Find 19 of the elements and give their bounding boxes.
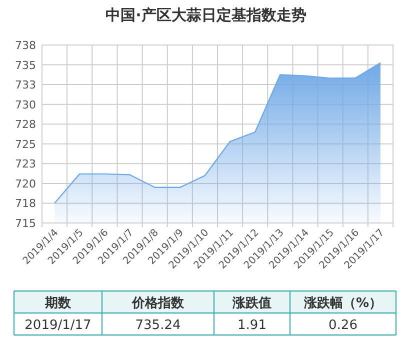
- y-tick-label: 715: [15, 217, 36, 230]
- text: 0.26: [328, 318, 358, 333]
- y-tick-label: 733: [15, 78, 36, 92]
- text: 涨跌值: [232, 296, 272, 311]
- y-tick-label: 718: [15, 197, 36, 210]
- text: 735.24: [135, 318, 181, 333]
- y-tick-label: 723: [15, 158, 36, 171]
- text: 价格指数: [131, 296, 185, 311]
- text: 2019/1/17: [24, 318, 92, 333]
- y-tick-label: 730: [15, 98, 36, 112]
- y-tick-label: 728: [15, 118, 36, 132]
- y-tick-label: 720: [15, 177, 36, 190]
- chart-title: 中国·产区大蒜日定基指数走势: [106, 6, 306, 24]
- y-tick-label: 738: [15, 39, 36, 52]
- text: 1.91: [238, 318, 266, 333]
- text: 期数: [44, 296, 72, 311]
- text: 涨跌幅（%）: [302, 296, 382, 311]
- y-tick-label: 725: [15, 138, 36, 151]
- y-tick-label: 735: [15, 58, 36, 72]
